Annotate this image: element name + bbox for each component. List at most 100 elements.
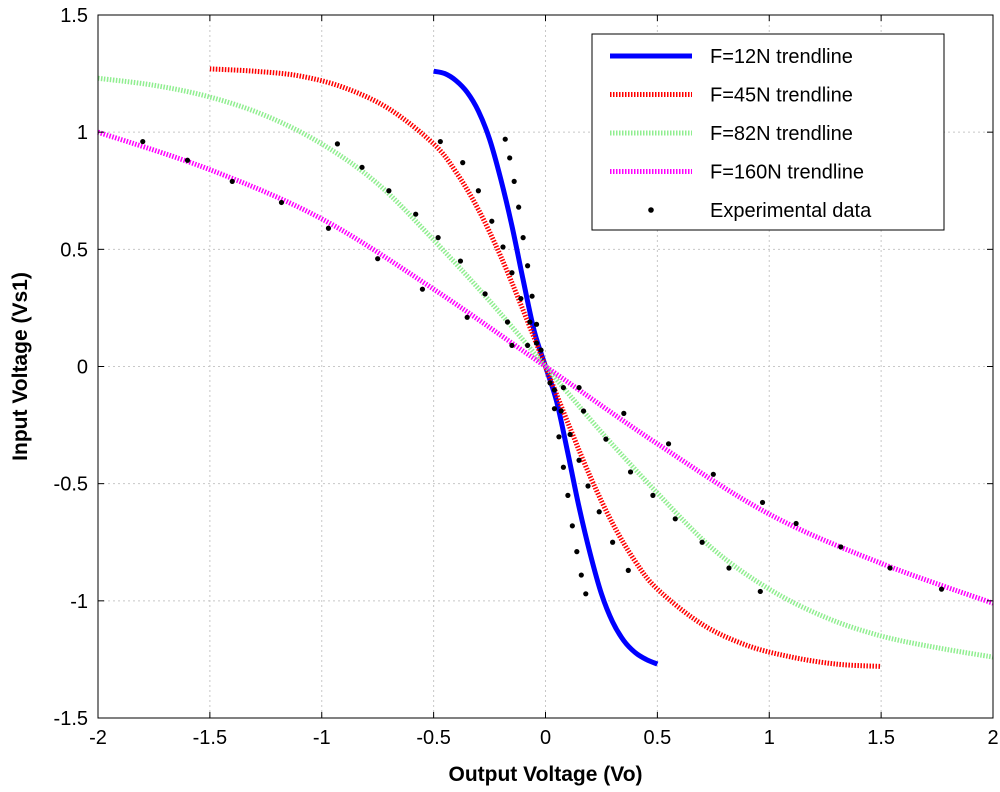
x-tick-label: -1.5 — [193, 727, 227, 749]
data-point — [621, 410, 627, 416]
y-tick-label: -1.5 — [54, 708, 88, 730]
x-tick-label: 1.5 — [867, 727, 895, 749]
data-point — [551, 406, 558, 412]
data-point — [585, 483, 591, 489]
data-point — [533, 340, 540, 346]
data-point — [511, 178, 517, 184]
data-point — [413, 211, 419, 217]
legend-label: F=12N trendline — [710, 46, 853, 68]
experimental-points — [140, 136, 945, 597]
data-point — [551, 387, 558, 393]
data-point — [567, 431, 573, 438]
data-point — [489, 218, 495, 224]
x-axis-ticks: -2 -1.5 -1 -0.5 0 0.5 1 1.5 2 — [89, 15, 999, 749]
data-point — [435, 235, 441, 241]
x-tick-label: 1 — [764, 727, 775, 749]
data-point — [140, 138, 146, 145]
data-point — [538, 347, 544, 353]
data-point — [509, 270, 515, 276]
y-tick-label: 0 — [77, 357, 88, 379]
data-point — [759, 499, 766, 506]
data-point — [569, 523, 575, 529]
data-point — [475, 188, 481, 194]
data-point — [325, 225, 332, 231]
y-tick-label: -1 — [70, 591, 88, 613]
data-point — [375, 256, 381, 262]
data-point — [229, 178, 235, 184]
data-point — [500, 244, 506, 250]
data-point — [576, 384, 582, 391]
y-tick-label: 1.5 — [60, 5, 88, 27]
data-point — [560, 464, 567, 470]
data-point — [529, 293, 535, 299]
legend-label: Experimental data — [710, 200, 872, 222]
data-point — [583, 591, 589, 597]
data-point — [533, 321, 540, 327]
legend-label: F=45N trendline — [710, 85, 853, 107]
data-point — [482, 291, 488, 297]
x-tick-label: -1 — [313, 727, 331, 749]
data-point — [334, 141, 341, 147]
data-point — [520, 235, 526, 241]
data-point — [699, 539, 705, 545]
data-point — [278, 199, 285, 206]
data-point — [938, 586, 945, 592]
data-point — [504, 319, 511, 325]
x-tick-label: 0 — [540, 727, 551, 749]
data-point — [610, 539, 616, 545]
data-point — [565, 492, 571, 498]
legend: F=12N trendline F=45N trendline F=82N tren… — [591, 33, 945, 231]
data-point — [525, 263, 531, 269]
y-tick-label: 1 — [77, 122, 88, 144]
data-point — [710, 471, 716, 477]
x-tick-label: 0.5 — [643, 727, 671, 749]
data-point — [793, 520, 799, 527]
legend-box — [591, 33, 945, 231]
y-tick-label: -0.5 — [54, 474, 88, 496]
data-point — [460, 160, 466, 166]
data-point — [603, 436, 609, 442]
legend-swatch — [648, 207, 654, 213]
legend-label: F=160N trendline — [710, 162, 864, 184]
data-point — [558, 408, 564, 414]
data-point — [184, 157, 191, 163]
data-point — [887, 565, 893, 571]
data-point — [665, 441, 672, 447]
data-point — [625, 567, 631, 573]
data-point — [525, 342, 531, 349]
x-tick-label: 2 — [987, 727, 998, 749]
data-point — [650, 492, 656, 498]
data-point — [516, 204, 522, 210]
data-point — [556, 434, 562, 440]
data-point — [419, 286, 426, 292]
data-point — [627, 469, 634, 475]
data-point — [672, 516, 678, 522]
data-point — [507, 155, 513, 161]
y-tick-label: 0.5 — [60, 239, 88, 261]
data-point — [580, 408, 587, 414]
data-point — [386, 188, 392, 194]
data-point — [560, 384, 567, 391]
data-point — [509, 342, 515, 349]
data-point — [574, 549, 580, 555]
data-point — [757, 588, 763, 595]
data-point — [502, 136, 508, 142]
data-point — [576, 457, 582, 463]
data-point — [457, 258, 464, 264]
x-axis-title: Output Voltage (Vo) — [448, 763, 642, 786]
data-point — [359, 164, 365, 170]
data-point — [437, 138, 443, 145]
data-point — [527, 319, 533, 325]
legend-label: F=82N trendline — [710, 123, 853, 145]
data-point — [726, 565, 732, 571]
data-point — [838, 544, 844, 550]
y-axis-ticks: -1.5 -1 -0.5 0 0.5 1 1.5 — [54, 5, 993, 730]
y-axis-title: Input Voltage (Vs1) — [9, 272, 32, 461]
data-point — [464, 314, 470, 320]
x-tick-label: -2 — [89, 727, 107, 749]
data-point — [578, 572, 584, 578]
data-point — [518, 295, 524, 302]
x-tick-label: -0.5 — [416, 727, 450, 749]
data-point — [596, 509, 602, 515]
